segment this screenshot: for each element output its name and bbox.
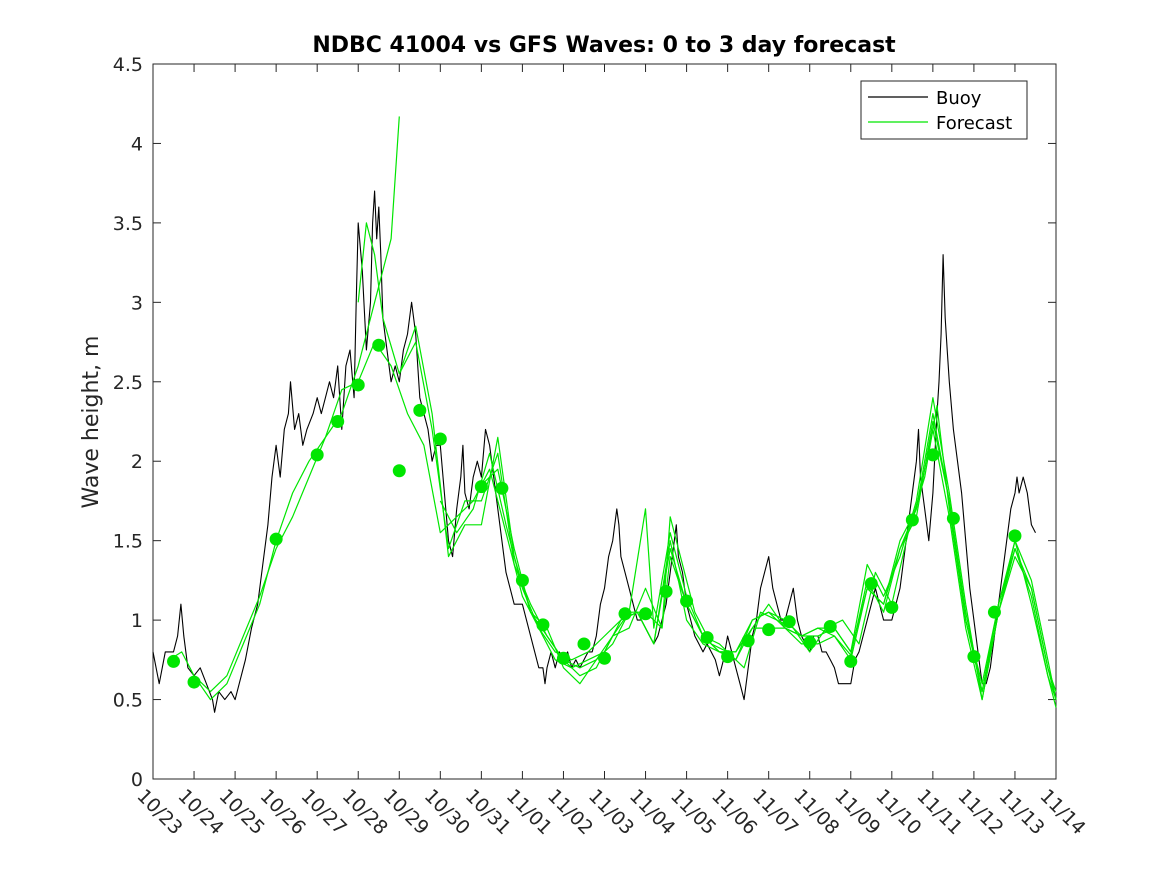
forecast-analysis-point (700, 631, 714, 645)
y-tick-label: 4 (131, 133, 143, 155)
y-tick-label: 1.5 (113, 531, 143, 553)
forecast-analysis-point (885, 600, 899, 614)
y-tick-label: 2 (131, 451, 143, 473)
forecast-series-line-5 (439, 413, 1057, 700)
y-tick-label: 3.5 (113, 213, 143, 235)
forecast-analysis-point (741, 634, 755, 648)
forecast-analysis-point (762, 623, 776, 637)
forecast-analysis-point (577, 637, 591, 651)
plot-area (152, 63, 1057, 780)
forecast-analysis-point (167, 654, 181, 668)
y-tick-label: 1 (131, 610, 143, 632)
forecast-analysis-point (187, 675, 201, 689)
forecast-analysis-point (823, 619, 837, 633)
forecast-series-line-3 (357, 222, 1057, 701)
forecast-analysis-point (967, 650, 981, 664)
forecast-analysis-point (598, 651, 611, 665)
forecast-analysis-point (926, 448, 940, 462)
chart-title: NDBC 41004 vs GFS Waves: 0 to 3 day fore… (312, 33, 896, 58)
forecast-analysis-point (331, 415, 345, 428)
y-tick-label: 0 (131, 769, 143, 791)
y-tick-label: 2.5 (113, 372, 143, 394)
forecast-analysis-point (433, 432, 447, 446)
forecast-analysis-point (721, 650, 735, 664)
y-tick-label: 3 (131, 292, 143, 314)
legend-box (860, 80, 1028, 140)
forecast-analysis-point (782, 615, 796, 629)
forecast-analysis-point (515, 573, 529, 587)
forecast-analysis-point (310, 448, 324, 462)
forecast-analysis-point (803, 635, 817, 649)
forecast-analysis-point (987, 605, 1001, 619)
forecast-analysis-point (1008, 529, 1022, 543)
forecast-analysis-point (269, 532, 283, 546)
forecast-analysis-point (618, 607, 632, 621)
forecast-analysis-point (392, 464, 406, 478)
forecast-analysis-point (905, 513, 919, 527)
forecast-analysis-point (639, 607, 653, 621)
forecast-analysis-point (864, 577, 878, 591)
forecast-analysis-point (495, 481, 509, 495)
y-tick-label: 4.5 (113, 54, 143, 76)
y-tick-label: 0.5 (113, 690, 143, 712)
buoy-series-line (152, 190, 1036, 713)
legend: Buoy Forecast (860, 80, 1028, 140)
forecast-analysis-point (536, 618, 550, 632)
forecast-analysis-point (680, 594, 694, 608)
forecast-analysis-point (844, 654, 858, 668)
forecast-analysis-point (474, 480, 488, 494)
forecast-analysis-point (946, 511, 960, 525)
forecast-analysis-point (413, 403, 427, 417)
forecast-series-line-2 (193, 116, 400, 701)
legend-buoy-label: Buoy (936, 88, 982, 109)
forecast-analysis-point (351, 378, 365, 392)
forecast-analysis-point (372, 338, 386, 352)
legend-forecast-label: Forecast (936, 113, 1012, 134)
forecast-analysis-point (556, 651, 570, 665)
y-axis-label: Wave height, m (79, 336, 104, 509)
forecast-analysis-point (659, 585, 673, 599)
